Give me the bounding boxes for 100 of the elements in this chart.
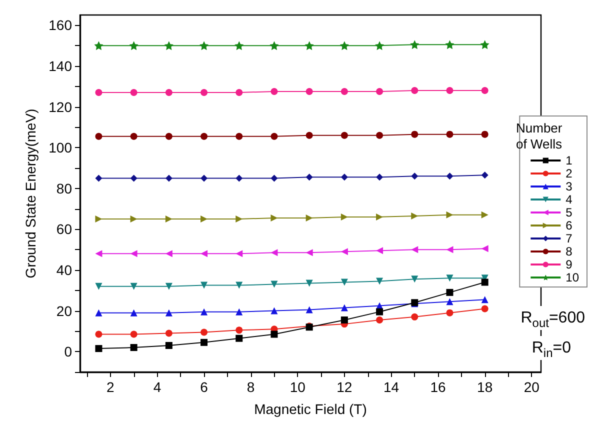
point [270,41,279,50]
point [306,88,313,95]
point [481,305,488,312]
x-tick-label: 18 [477,379,493,395]
point [236,308,243,316]
point [410,40,420,50]
point [304,41,314,50]
point [130,330,138,338]
point [236,89,243,96]
point [270,174,278,182]
point [130,89,138,96]
point [411,130,418,138]
x-tick-label: 6 [200,379,208,395]
y-tick-label: 140 [48,58,72,74]
point [270,280,278,288]
point [129,41,138,50]
y-tick-label: 40 [56,262,72,278]
point [340,278,348,286]
point [446,86,454,94]
point [236,174,243,182]
point [130,132,138,140]
y-tick-label: 120 [48,98,72,115]
point [376,88,384,95]
point [306,132,313,139]
point [95,282,102,290]
point [411,172,418,180]
point [95,174,102,182]
point [340,213,348,220]
point [446,172,454,180]
point [165,250,172,258]
point [481,211,488,218]
point [306,249,313,256]
point [446,309,454,316]
x-axis-title: Magnetic Field (T) [254,401,367,417]
point [376,247,384,254]
legend-label: 1 [566,154,573,168]
point [165,330,172,337]
legend-label: 3 [566,180,573,194]
x-tick-label: 20 [524,379,540,395]
legend-label: 5 [566,206,573,220]
point [165,282,172,290]
point [481,245,488,252]
point [94,41,104,50]
point [446,274,454,282]
point [165,309,172,316]
point [200,132,208,140]
point [340,88,348,95]
point [446,288,454,296]
point [445,40,454,50]
x-tick-label: 8 [246,379,255,395]
point [165,132,172,140]
point [270,132,278,140]
point [446,211,454,218]
point [306,306,313,314]
point [95,216,102,222]
point [340,304,348,312]
legend-label: 2 [566,166,573,180]
point [481,86,488,94]
point [376,213,384,220]
point [130,344,138,352]
point [411,313,418,320]
point [130,250,138,258]
point [165,174,172,182]
point [411,246,418,254]
point [270,330,278,338]
point [236,216,243,222]
point [95,89,102,96]
point [270,88,278,95]
y-tick-label: 0 [64,344,72,360]
point [376,278,384,285]
x-tick-label: 10 [290,379,306,395]
legend-label: 9 [566,258,573,272]
point [200,338,208,346]
point [236,132,243,140]
point [95,250,102,258]
point [411,212,418,220]
point [481,130,488,138]
point [480,40,490,50]
point [340,248,348,256]
point [340,316,348,324]
point [340,41,349,50]
point [130,174,138,182]
point [306,174,313,181]
point [446,130,454,138]
point [236,282,243,289]
point [411,86,418,94]
point [236,250,243,258]
point [446,298,454,306]
y-tick-label: 60 [56,221,72,238]
point [481,172,488,179]
point [165,216,172,222]
x-tick-label: 14 [383,379,400,395]
point [200,250,208,258]
point [95,309,102,316]
point [200,41,209,50]
y-tick-label: 160 [48,17,72,34]
point [236,334,243,342]
point [270,249,278,256]
point [306,214,313,222]
point [130,309,138,316]
